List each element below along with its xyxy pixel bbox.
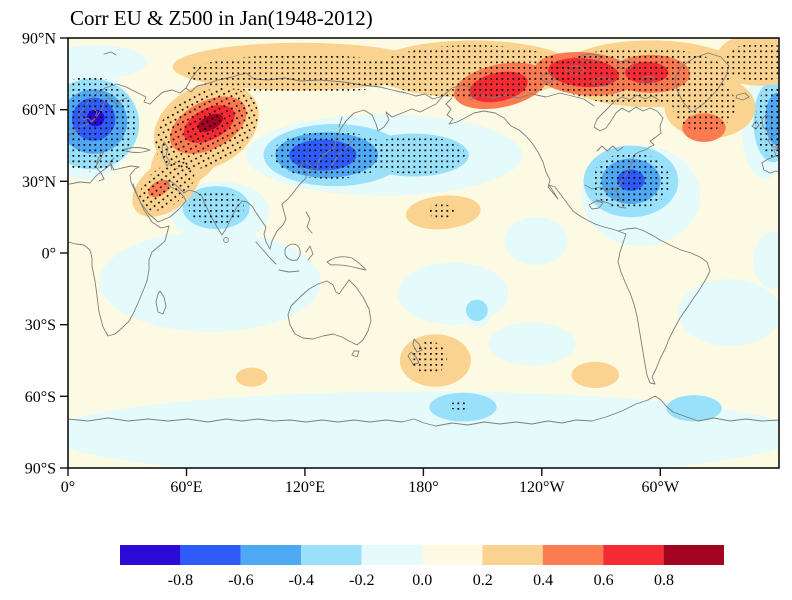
correlation-blob-mid-pacific-spot [465,299,488,322]
y-tick-label: 90°S [25,461,56,478]
x-tick-label: 0° [61,479,75,496]
colorbar-cell [663,545,724,565]
colorbar-label: -0.8 [168,572,193,589]
correlation-blob-south-atlantic-patch [678,279,779,347]
stipple-region [427,204,456,219]
stipple-region [411,341,448,375]
colorbar-label: -0.4 [289,572,314,589]
colorbar-cell [603,545,664,565]
correlation-blob-east-pacific-patch [504,217,568,265]
x-tick-label: 120°E [285,479,325,496]
stipple-region [154,87,258,170]
stipple-region [186,54,416,93]
x-tick-label: 120°W [519,479,565,496]
y-tick-label: 0° [42,246,56,263]
colorbar-cell [240,545,302,565]
stipple-region [672,78,736,132]
correlation-blob-antarctic-peninsula-low [666,395,722,422]
colorbar-label: 0.4 [533,572,553,589]
stipple-region [723,42,779,81]
stipple-region [139,161,195,211]
y-tick-label: 30°S [25,317,56,334]
correlation-blob-south-indian-high [235,367,268,387]
stipple-region [449,401,469,411]
stipple-region [591,152,671,210]
colorbar-label: 0.8 [654,572,674,589]
colorbar-label: -0.6 [228,572,253,589]
colorbar-label: 0.6 [594,572,614,589]
x-tick-label: 60°W [642,479,680,496]
colorbar-cell [482,545,543,565]
colorbar-cells [120,545,724,565]
y-tick-label: 30°N [22,174,56,191]
significance-stippling [68,42,779,411]
colorbar-label: 0.2 [473,572,493,589]
colorbar-cell [542,545,604,565]
colorbar-label: -0.2 [349,572,374,589]
stipple-region [366,135,465,175]
colorbar-label: 0.0 [412,572,432,589]
correlation-blob-tropical-atlantic-patch [753,231,779,289]
y-axis: 90°N 60°N 30°N 0° 30°S 60°S 90°S [22,31,68,478]
stipple-region [271,131,390,179]
colorbar-cell [422,545,483,565]
stipple-region [755,85,779,158]
correlation-blob-southeast-pacific-high [571,361,620,388]
y-tick-label: 60°S [25,389,56,406]
page-title: Corr EU & Z500 in Jan(1948-2012) [70,6,373,30]
x-tick-label: 180° [408,479,438,496]
colorbar-cell [361,545,422,565]
x-axis: 0° 60°E 120°E 180° 120°W 60°W [61,468,680,496]
x-tick-label: 60°E [170,479,202,496]
stipple-region [374,45,572,98]
stipple-region [68,76,136,172]
y-tick-label: 90°N [22,31,56,48]
colorbar: -0.8 -0.6 -0.4 -0.2 0.0 0.2 0.4 0.6 0.8 [120,545,724,589]
correlation-blob-southern-ocean-band [68,391,779,468]
colorbar-cell [180,545,241,565]
correlation-blob-se-pacific-midlat-patch [488,322,576,366]
correlation-blob-indian-ocean-patch [99,231,321,332]
colorbar-cell [301,545,362,565]
colorbar-cell [120,545,181,565]
y-tick-label: 60°N [22,102,56,119]
stipple-region [188,190,244,225]
